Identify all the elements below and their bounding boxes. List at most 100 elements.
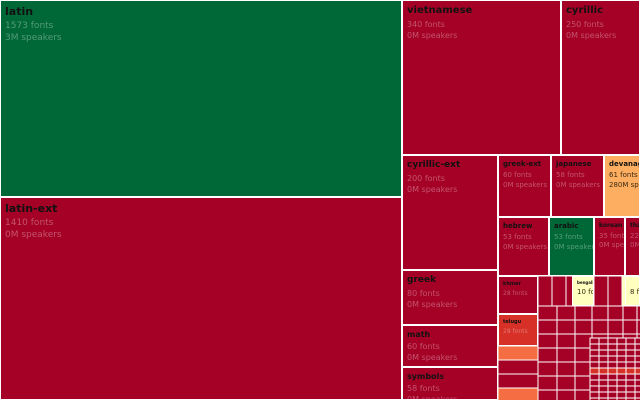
small-cell-4[interactable] bbox=[537, 275, 553, 307]
small-cell-85[interactable] bbox=[607, 349, 618, 357]
small-cell-104[interactable] bbox=[616, 397, 627, 400]
small-cell-69[interactable] bbox=[589, 385, 600, 393]
small-cell-27[interactable] bbox=[574, 319, 594, 335]
small-cell-9[interactable] bbox=[607, 275, 623, 307]
small-cell-87[interactable] bbox=[607, 361, 618, 369]
small-cell-92[interactable] bbox=[607, 391, 618, 399]
small-cell-121[interactable] bbox=[634, 367, 640, 375]
small-cell-16[interactable] bbox=[537, 361, 559, 377]
small-cell-108[interactable] bbox=[625, 355, 636, 363]
small-cell-73[interactable] bbox=[598, 343, 609, 351]
small-cell-102[interactable] bbox=[616, 385, 627, 393]
treemap-cell-bengali[interactable]: bengali 10 fonts bbox=[572, 276, 594, 306]
small-cell-18[interactable] bbox=[537, 389, 559, 400]
small-cell-15[interactable] bbox=[537, 347, 559, 363]
small-cell-81[interactable] bbox=[598, 391, 609, 399]
small-cell-65[interactable] bbox=[589, 361, 600, 369]
small-cell-23[interactable] bbox=[556, 361, 577, 377]
small-cell-54[interactable] bbox=[636, 305, 640, 321]
treemap-cell-japanese[interactable]: japanese 58 fonts 0M speakers bbox=[551, 155, 604, 217]
small-cell-86[interactable] bbox=[607, 355, 618, 363]
treemap-cell-cyrillic[interactable]: cyrillic 250 fonts 0M speakers bbox=[561, 0, 640, 155]
small-cell-90[interactable] bbox=[607, 379, 618, 387]
treemap-cell-symbols[interactable]: symbols 58 fonts 0M speakers bbox=[402, 367, 498, 400]
treemap-cell-telugu[interactable]: telugu 28 fonts bbox=[498, 314, 538, 346]
small-cell-74[interactable] bbox=[598, 349, 609, 357]
small-cell-119[interactable] bbox=[634, 355, 640, 363]
treemap-cell-vietnamese[interactable]: vietnamese 340 fonts 0M speakers bbox=[402, 0, 561, 155]
small-cell-25[interactable] bbox=[556, 389, 577, 400]
treemap-cell-latin[interactable]: latin 1573 fonts 3M speakers bbox=[0, 0, 402, 197]
small-cell-88[interactable] bbox=[607, 367, 618, 375]
small-cell-12[interactable] bbox=[537, 305, 559, 321]
small-cell-26[interactable] bbox=[574, 305, 594, 321]
small-cell-76[interactable] bbox=[598, 361, 609, 369]
small-cell-40[interactable] bbox=[607, 305, 625, 321]
small-cell-91[interactable] bbox=[607, 385, 618, 393]
treemap-cell-khmer[interactable]: khmer 28 fonts bbox=[498, 276, 538, 314]
small-cell-8[interactable] bbox=[593, 275, 609, 307]
small-cell-83[interactable] bbox=[607, 337, 618, 345]
treemap-cell-math[interactable]: math 60 fonts 0M speakers bbox=[402, 325, 498, 367]
small-cell-41[interactable] bbox=[607, 319, 625, 335]
small-cell-19[interactable] bbox=[556, 305, 577, 321]
small-cell-2[interactable] bbox=[497, 373, 539, 389]
small-cell-55[interactable] bbox=[636, 319, 640, 335]
small-cell-123[interactable] bbox=[634, 379, 640, 387]
treemap-cell-unnamed-18[interactable]: 8 fonts bbox=[625, 276, 640, 306]
small-cell-101[interactable] bbox=[616, 379, 627, 387]
small-cell-75[interactable] bbox=[598, 355, 609, 363]
small-cell-78[interactable] bbox=[598, 373, 609, 381]
small-cell-106[interactable] bbox=[625, 343, 636, 351]
treemap-cell-cyrillic-ext[interactable]: cyrillic-ext 200 fonts 0M speakers bbox=[402, 155, 498, 270]
small-cell-99[interactable] bbox=[616, 367, 627, 375]
small-cell-120[interactable] bbox=[634, 361, 640, 369]
small-cell-107[interactable] bbox=[625, 349, 636, 357]
small-cell-67[interactable] bbox=[589, 373, 600, 381]
small-cell-116[interactable] bbox=[634, 337, 640, 345]
small-cell-77[interactable] bbox=[598, 367, 609, 375]
small-cell-80[interactable] bbox=[598, 385, 609, 393]
small-cell-100[interactable] bbox=[616, 373, 627, 381]
small-cell-118[interactable] bbox=[634, 349, 640, 357]
small-cell-110[interactable] bbox=[625, 367, 636, 375]
small-cell-82[interactable] bbox=[598, 397, 609, 400]
treemap-cell-greek[interactable]: greek 80 fonts 0M speakers bbox=[402, 270, 498, 325]
small-cell-95[interactable] bbox=[616, 343, 627, 351]
small-cell-84[interactable] bbox=[607, 343, 618, 351]
small-cell-5[interactable] bbox=[551, 275, 567, 307]
small-cell-124[interactable] bbox=[634, 385, 640, 393]
small-cell-96[interactable] bbox=[616, 349, 627, 357]
small-cell-47[interactable] bbox=[622, 305, 639, 321]
small-cell-1[interactable] bbox=[497, 359, 539, 375]
small-cell-71[interactable] bbox=[589, 397, 600, 400]
small-cell-66[interactable] bbox=[589, 367, 600, 375]
small-cell-70[interactable] bbox=[589, 391, 600, 399]
small-cell-115[interactable] bbox=[625, 397, 636, 400]
small-cell-68[interactable] bbox=[589, 379, 600, 387]
small-cell-117[interactable] bbox=[634, 343, 640, 351]
small-cell-17[interactable] bbox=[537, 375, 559, 391]
small-cell-22[interactable] bbox=[556, 347, 577, 363]
small-cell-94[interactable] bbox=[616, 337, 627, 345]
small-cell-103[interactable] bbox=[616, 391, 627, 399]
small-cell-21[interactable] bbox=[556, 333, 577, 349]
small-cell-13[interactable] bbox=[537, 319, 559, 335]
small-cell-122[interactable] bbox=[634, 373, 640, 381]
small-cell-34[interactable] bbox=[591, 319, 610, 335]
small-cell-0[interactable] bbox=[497, 345, 539, 361]
small-cell-111[interactable] bbox=[625, 373, 636, 381]
small-cell-98[interactable] bbox=[616, 361, 627, 369]
small-cell-3[interactable] bbox=[497, 387, 539, 400]
small-cell-112[interactable] bbox=[625, 379, 636, 387]
small-cell-125[interactable] bbox=[634, 391, 640, 399]
small-cell-14[interactable] bbox=[537, 333, 559, 349]
small-cell-93[interactable] bbox=[607, 397, 618, 400]
small-cell-72[interactable] bbox=[598, 337, 609, 345]
small-cell-97[interactable] bbox=[616, 355, 627, 363]
small-cell-64[interactable] bbox=[589, 355, 600, 363]
small-cell-48[interactable] bbox=[622, 319, 639, 335]
